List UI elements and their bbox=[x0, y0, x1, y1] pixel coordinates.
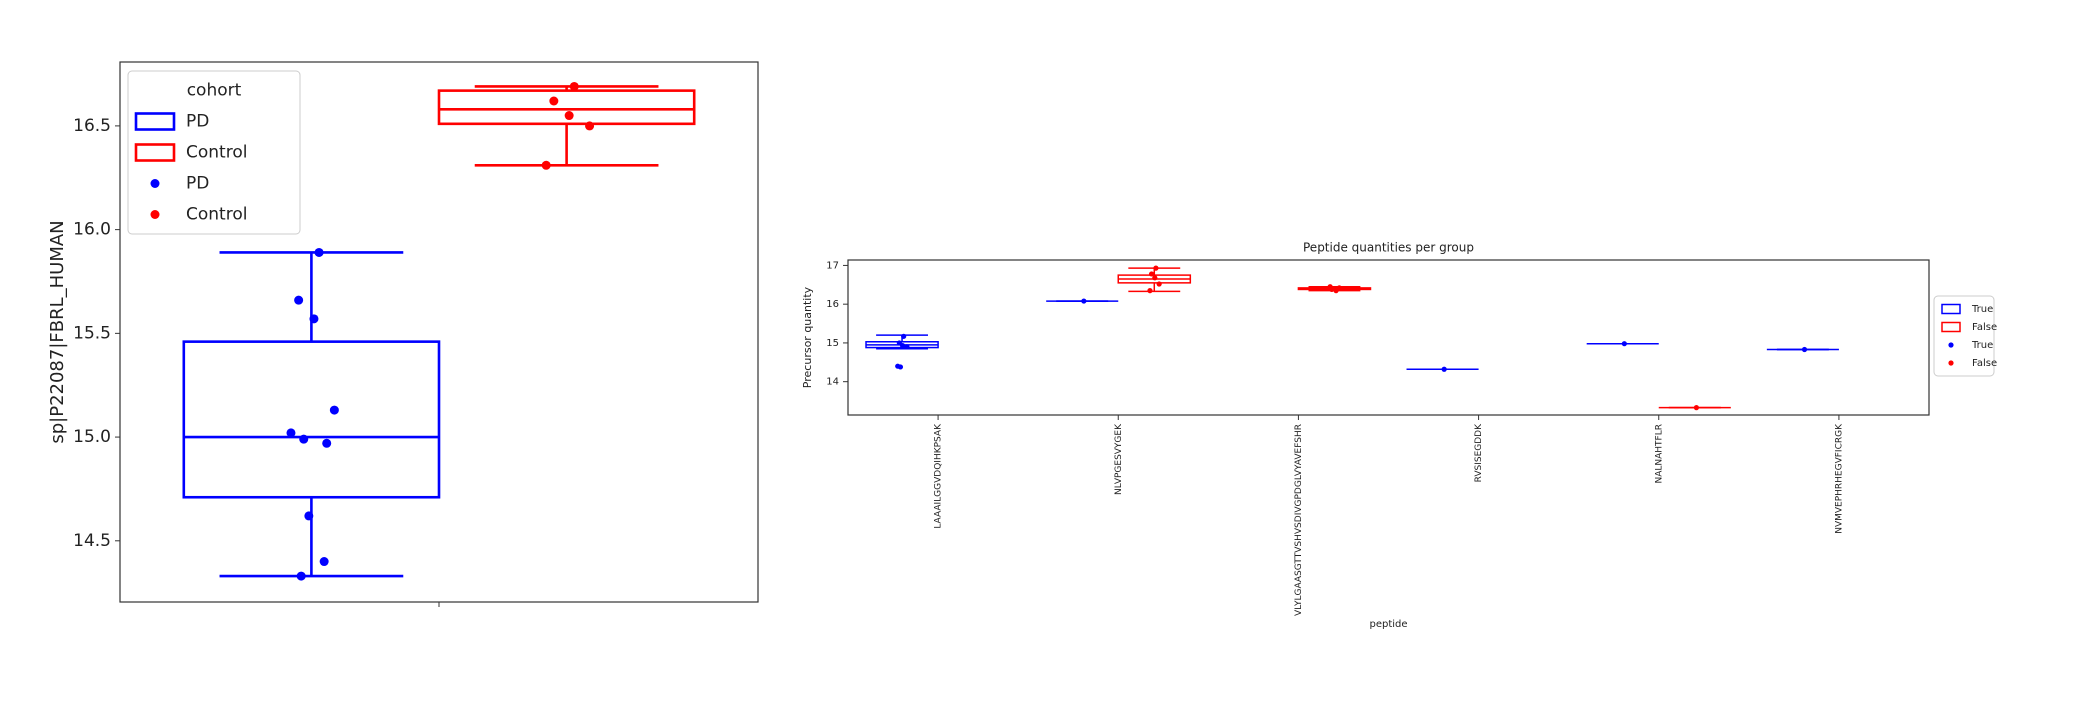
legend-swatch bbox=[134, 143, 176, 162]
legend-label: True bbox=[1971, 304, 1993, 315]
point bbox=[1153, 265, 1159, 271]
legend-label: False bbox=[1972, 322, 1997, 333]
x-tick-label: NLVPGESVYGEK bbox=[1114, 423, 1124, 495]
point bbox=[1332, 286, 1338, 292]
x-tick-label: RVSISEGDDK bbox=[1474, 423, 1484, 483]
point bbox=[1693, 405, 1700, 411]
point bbox=[309, 314, 319, 324]
x-tick-label: NALNAHTFLR bbox=[1654, 424, 1664, 484]
legend-label: Control bbox=[186, 143, 247, 163]
legend-title: cohort bbox=[187, 81, 242, 101]
point bbox=[286, 428, 296, 438]
point bbox=[1148, 271, 1155, 277]
x-tick-label: VLYLGAASGTTVSHVSDIVGPDGLVYAVEFSHR bbox=[1294, 424, 1304, 616]
y-axis-label: Precursor quantity bbox=[801, 286, 814, 388]
legend-label: False bbox=[1972, 358, 1997, 369]
point bbox=[1801, 346, 1808, 353]
y-tick-label: 15 bbox=[826, 338, 839, 349]
point bbox=[1336, 285, 1342, 291]
y-tick-label: 16.0 bbox=[73, 220, 111, 240]
point bbox=[904, 344, 910, 350]
point bbox=[541, 160, 551, 170]
legend-swatch bbox=[1948, 360, 1954, 366]
y-tick-label: 16.5 bbox=[73, 116, 111, 136]
point bbox=[294, 295, 304, 305]
point bbox=[329, 405, 339, 415]
legend-frame bbox=[127, 70, 301, 235]
point bbox=[319, 557, 329, 567]
point bbox=[564, 111, 574, 121]
y-axis-label: sp|P22087|FBRL_HUMAN bbox=[47, 220, 68, 443]
legend-label: PD bbox=[186, 112, 209, 132]
point bbox=[899, 343, 906, 349]
y-tick-label: 16 bbox=[826, 299, 839, 310]
point bbox=[897, 364, 904, 370]
point bbox=[314, 247, 324, 257]
point bbox=[296, 571, 306, 581]
point bbox=[322, 438, 332, 448]
point bbox=[549, 96, 559, 106]
legend-swatch bbox=[150, 179, 160, 188]
y-tick-label: 15.0 bbox=[73, 427, 111, 447]
x-tick-label: LAAAILGGVDQIHKPSAK bbox=[934, 423, 944, 529]
point bbox=[1327, 284, 1333, 290]
point bbox=[569, 81, 579, 91]
legend-frame bbox=[1933, 295, 1995, 377]
legend-swatch bbox=[1948, 342, 1954, 348]
legend-swatch bbox=[150, 210, 160, 219]
point bbox=[901, 333, 907, 339]
x-axis-label: peptide bbox=[1369, 619, 1407, 630]
y-tick-label: 14 bbox=[826, 377, 839, 388]
point bbox=[585, 121, 595, 131]
legend-label: True bbox=[1971, 340, 1993, 351]
x-tick-label: NVMVEPHRHEGVFICRGK bbox=[1834, 423, 1844, 534]
point bbox=[304, 511, 314, 521]
point bbox=[1147, 288, 1153, 294]
legend-swatch bbox=[134, 112, 176, 131]
point bbox=[1156, 281, 1162, 287]
point bbox=[1081, 298, 1087, 304]
legend-swatch bbox=[1941, 321, 1961, 333]
chart-title: Peptide quantities per group bbox=[1303, 241, 1474, 255]
legend-swatch bbox=[1941, 303, 1961, 315]
legend-label: PD bbox=[186, 174, 209, 194]
point bbox=[1621, 341, 1627, 347]
y-tick-label: 15.5 bbox=[73, 323, 111, 343]
point bbox=[1441, 366, 1447, 372]
point bbox=[1152, 275, 1158, 281]
point bbox=[299, 434, 309, 444]
y-tick-label: 17 bbox=[826, 260, 839, 271]
box bbox=[182, 340, 441, 499]
plot-frame bbox=[847, 259, 1930, 416]
y-tick-label: 14.5 bbox=[73, 531, 111, 551]
legend-label: Control bbox=[186, 205, 247, 225]
